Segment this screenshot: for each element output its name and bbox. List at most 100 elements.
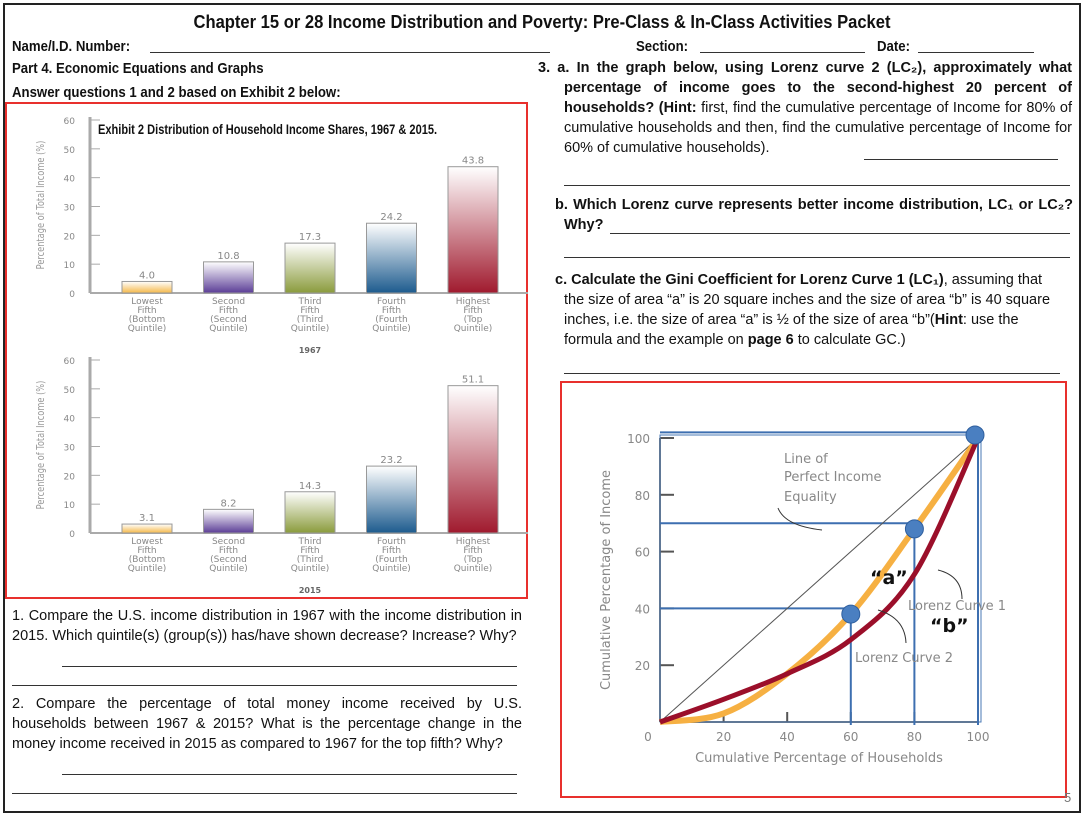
answer-3a-line-2[interactable]: [564, 172, 1070, 186]
q3a-hint: first, find the cumulative percentage of…: [564, 100, 1072, 156]
bar: [284, 242, 336, 294]
lorenz-curve-diagram: 0 20 40 60 80 100 20 40 60 80 100 Cumulative Percen…: [599, 425, 1006, 766]
data-label: 10.8: [217, 251, 239, 262]
answer-3b-line[interactable]: [610, 220, 1070, 234]
x-axis-label: 2015: [299, 586, 322, 595]
highlight-point: [841, 604, 861, 624]
equality-label: Line of: [784, 452, 828, 467]
instructions: Answer questions 1 and 2 based on Exhibi…: [12, 84, 341, 101]
date-field[interactable]: [918, 38, 1034, 53]
equality-label: Perfect Income: [784, 470, 882, 485]
bar: [203, 261, 254, 294]
equality-label: Equality: [784, 490, 837, 505]
x-tick-label: 60: [843, 730, 858, 744]
q3c-hint: Hint: [934, 312, 963, 328]
q3c-bold: c. Calculate the Gini Coefficient for Lo…: [555, 272, 944, 288]
category-label: Fifth: [300, 306, 319, 316]
y-tick-label: 50: [64, 146, 76, 156]
category-label: Fifth: [137, 546, 156, 556]
y-tick-label: 20: [64, 472, 76, 482]
q3a-bold: 3. a. In the graph below, using Lorenz c…: [538, 60, 1072, 116]
y-tick-label: 40: [64, 415, 76, 425]
question-3b: b. Which Lorenz curve represents better …: [555, 197, 1073, 233]
lorenz-curve-1-label: Lorenz Curve 1: [908, 599, 1006, 614]
y-tick-label: 30: [64, 204, 76, 214]
exhibit-frame: [5, 102, 528, 599]
lorenz-frame: [560, 381, 1067, 798]
question-2: 2. Compare the percentage of total money…: [12, 694, 522, 754]
category-label: Quintile): [372, 324, 411, 334]
line-of-equality: [659, 437, 979, 723]
y-tick-label: 60: [635, 546, 650, 560]
bar: [366, 465, 417, 534]
question-3c: c. Calculate the Gini Coefficient for Lo…: [555, 270, 1060, 350]
answer-2-line-2[interactable]: [12, 780, 517, 794]
part-heading: Part 4. Economic Equations and Graphs: [12, 60, 264, 77]
date-label: Date:: [877, 38, 911, 55]
y-tick-label: 10: [64, 261, 76, 271]
lorenz-curve-1: [659, 436, 981, 725]
category-label: Fifth: [219, 546, 238, 556]
section-label: Section:: [636, 38, 689, 55]
category-label: Third: [298, 537, 322, 547]
category-label: (Fourth: [375, 555, 408, 565]
data-label: 24.2: [380, 212, 402, 223]
bar: [366, 222, 417, 294]
bar: [447, 166, 499, 294]
category-label: Fifth: [137, 306, 156, 316]
data-label: 51.1: [462, 375, 484, 386]
category-label: Fifth: [463, 306, 482, 316]
guide-box: [659, 434, 982, 723]
y-tick-label: 40: [635, 602, 650, 616]
data-label: 23.2: [380, 455, 402, 466]
arrow-equality: [777, 507, 823, 531]
bar: [203, 508, 254, 534]
category-label: (Third: [297, 315, 323, 325]
worksheet-page: [3, 3, 1081, 813]
x-axis-label: Cumulative Percentage of Households: [695, 751, 943, 766]
answer-1-line-2[interactable]: [12, 672, 517, 686]
y-tick-label: 30: [64, 444, 76, 454]
category-label: Lowest: [131, 537, 163, 547]
x-tick-label: 40: [780, 730, 795, 744]
data-label: 14.3: [299, 481, 321, 492]
category-label: Quintile): [372, 564, 411, 574]
answer-3c-line-2[interactable]: [564, 360, 1060, 374]
category-label: Fifth: [382, 546, 401, 556]
lorenz-curve-2: [659, 436, 981, 725]
arrow-lc1: [937, 569, 963, 600]
data-label: 43.8: [462, 156, 484, 167]
category-label: Quintile): [454, 564, 493, 574]
question-3a: 3. a. In the graph below, using Lorenz c…: [538, 58, 1072, 158]
category-label: (Second: [210, 555, 247, 565]
area-b-label: “b”: [930, 615, 969, 637]
category-label: Quintile): [454, 324, 493, 334]
answer-3a-line[interactable]: [864, 146, 1058, 160]
y-tick-label: 20: [635, 659, 650, 673]
data-label: 8.2: [221, 498, 237, 509]
name-field[interactable]: [150, 38, 550, 53]
category-label: Second: [212, 537, 245, 547]
y-tick-label: 20: [64, 232, 76, 242]
y-tick-label: 40: [64, 175, 76, 185]
bar: [121, 523, 173, 534]
bar: [284, 491, 336, 534]
category-label: Highest: [456, 297, 491, 307]
q3c-text-3: to calculate GC.): [793, 332, 906, 348]
x-axis-label: 1967: [299, 346, 321, 355]
category-label: Second: [212, 297, 245, 307]
category-label: (Third: [297, 555, 323, 565]
answer-2-line[interactable]: [62, 761, 517, 775]
answer-1-line[interactable]: [62, 653, 517, 667]
data-label: 4.0: [139, 270, 155, 281]
category-label: Fifth: [382, 306, 401, 316]
section-field[interactable]: [700, 38, 865, 53]
bar: [121, 280, 173, 294]
q3c-text-2: : use the formula and the example on: [564, 312, 1019, 348]
x-tick-label: 80: [907, 730, 922, 744]
arrow-lc2: [877, 609, 907, 644]
answer-3b-line-2[interactable]: [564, 244, 1070, 258]
y-axis-label: Percentage of Total Income (%): [35, 141, 47, 270]
q3a-hint-label: (Hint:: [658, 100, 697, 116]
category-label: Fifth: [219, 306, 238, 316]
